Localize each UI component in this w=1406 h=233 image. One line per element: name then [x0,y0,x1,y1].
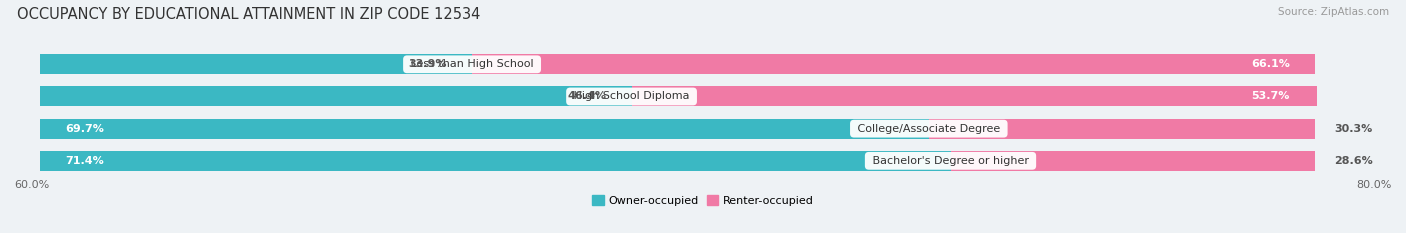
Bar [39,54,1316,74]
Text: 80.0%: 80.0% [1357,180,1392,190]
Text: 46.4%: 46.4% [567,92,606,102]
Text: Source: ZipAtlas.com: Source: ZipAtlas.com [1278,7,1389,17]
Text: 30.3%: 30.3% [1334,124,1372,134]
Text: 28.6%: 28.6% [1334,156,1374,166]
Bar [39,86,1316,106]
Bar [39,119,1316,139]
Bar [39,119,929,139]
Bar [950,151,1316,171]
Bar [39,151,950,171]
Text: 71.4%: 71.4% [65,156,104,166]
Bar [39,86,631,106]
Bar [39,54,472,74]
Text: 53.7%: 53.7% [1251,92,1289,102]
Text: Less than High School: Less than High School [406,59,537,69]
Text: 33.9%: 33.9% [408,59,447,69]
Bar [631,86,1316,106]
Bar [929,119,1316,139]
Bar [472,54,1316,74]
Text: 69.7%: 69.7% [65,124,104,134]
Bar [39,151,1316,171]
Text: College/Associate Degree: College/Associate Degree [853,124,1004,134]
Text: High School Diploma: High School Diploma [569,92,693,102]
Text: OCCUPANCY BY EDUCATIONAL ATTAINMENT IN ZIP CODE 12534: OCCUPANCY BY EDUCATIONAL ATTAINMENT IN Z… [17,7,481,22]
Text: Bachelor's Degree or higher: Bachelor's Degree or higher [869,156,1032,166]
Text: 66.1%: 66.1% [1251,59,1289,69]
Legend: Owner-occupied, Renter-occupied: Owner-occupied, Renter-occupied [592,195,814,206]
Text: 60.0%: 60.0% [14,180,49,190]
